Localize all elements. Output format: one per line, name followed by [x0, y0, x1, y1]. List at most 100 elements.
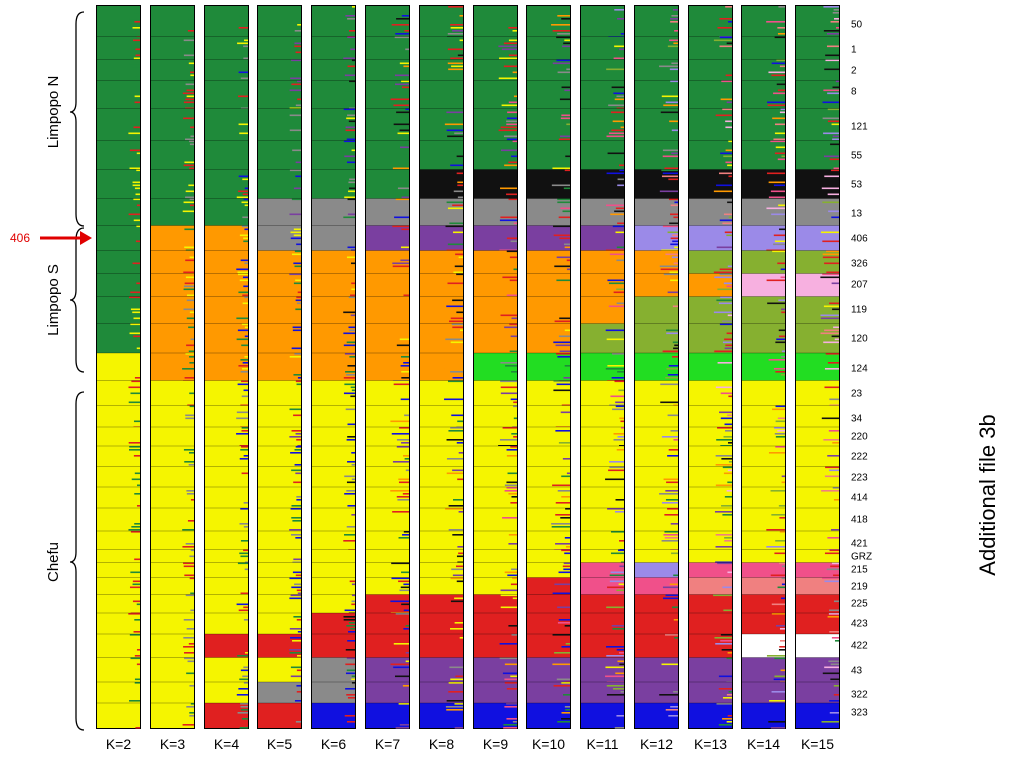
population-block: [796, 531, 839, 550]
admixture-strip: [136, 484, 140, 487]
population-block: [796, 323, 839, 353]
admixture-strip: [766, 207, 785, 210]
admixture-strip: [825, 59, 839, 62]
population-block: [474, 198, 517, 226]
k-panel-6: [311, 5, 356, 729]
admixture-strip: [775, 341, 785, 344]
admixture-strip: [509, 323, 517, 326]
admixture-strip: [662, 350, 678, 353]
admixture-strip: [452, 469, 463, 472]
population-label: 326: [851, 259, 868, 270]
admixture-strip: [616, 589, 624, 592]
population-block: [420, 657, 463, 682]
admixture-strip: [773, 243, 785, 246]
admixture-strip: [448, 682, 463, 684]
admixture-strip: [823, 305, 839, 308]
admixture-strip: [188, 9, 194, 11]
admixture-strip: [509, 279, 517, 282]
admixture-strip: [613, 57, 624, 60]
admixture-strip: [611, 129, 624, 132]
admixture-strip: [449, 320, 463, 323]
admixture-strip: [726, 332, 732, 335]
admixture-strip: [666, 332, 678, 335]
admixture-strip: [243, 45, 248, 48]
admixture-strip: [553, 234, 570, 237]
admixture-strip: [129, 700, 140, 702]
population-block: [742, 446, 785, 467]
admixture-strip: [296, 455, 301, 457]
k-panel-2: [96, 5, 141, 729]
population-block: [796, 562, 839, 578]
admixture-strip: [350, 294, 355, 297]
admixture-strip: [454, 374, 463, 376]
population-block: [366, 508, 409, 531]
population-block: [635, 198, 678, 226]
admixture-strip: [775, 446, 785, 448]
admixture-strip: [454, 265, 463, 268]
population-block: [635, 613, 678, 634]
admixture-strip: [511, 155, 517, 158]
admixture-strip: [778, 649, 785, 651]
admixture-strip: [552, 62, 570, 65]
admixture-strip: [184, 657, 194, 660]
admixture-strip: [458, 452, 463, 454]
admixture-strip: [554, 583, 570, 586]
admixture-strip: [617, 549, 624, 552]
admixture-strip: [133, 549, 140, 552]
admixture-strip: [606, 685, 624, 687]
admixture-strip: [560, 207, 570, 210]
admixture-strip: [616, 649, 624, 651]
admixture-strip: [344, 74, 355, 77]
admixture-strip: [295, 175, 301, 178]
admixture-strip: [771, 213, 785, 216]
population-block: [689, 80, 732, 109]
population-block: [796, 446, 839, 467]
admixture-strip: [721, 458, 732, 460]
admixture-strip: [395, 169, 409, 172]
admixture-strip: [779, 628, 785, 630]
population-block: [474, 296, 517, 324]
population-block: [312, 169, 355, 199]
admixture-strip: [404, 543, 409, 545]
admixture-strip: [238, 365, 248, 367]
admixture-strip: [289, 628, 301, 630]
admixture-strip: [558, 619, 570, 621]
admixture-strip: [188, 169, 194, 172]
admixture-strip: [294, 423, 301, 426]
admixture-strip: [294, 250, 301, 253]
population-block: [742, 562, 785, 578]
admixture-strip: [662, 83, 678, 86]
group-brace: [69, 11, 85, 227]
admixture-strip: [349, 80, 355, 83]
admixture-strip: [715, 455, 732, 457]
admixture-strip: [244, 204, 248, 207]
admixture-strip: [238, 190, 248, 193]
admixture-strip: [136, 225, 140, 228]
admixture-strip: [238, 609, 248, 612]
population-block: [635, 562, 678, 578]
admixture-strip: [673, 216, 678, 219]
admixture-strip: [563, 568, 570, 571]
admixture-strip: [609, 253, 624, 256]
admixture-strip: [393, 643, 409, 645]
population-block: [151, 549, 194, 563]
admixture-strip: [242, 193, 248, 196]
population-block: [689, 353, 732, 381]
population-block: [258, 562, 301, 578]
admixture-strip: [136, 649, 140, 651]
admixture-strip: [770, 727, 785, 729]
admixture-strip: [133, 198, 140, 201]
admixture-strip: [452, 30, 463, 32]
admixture-strip: [724, 496, 732, 498]
admixture-strip: [616, 246, 624, 249]
admixture-strip: [552, 30, 570, 32]
admixture-strip: [559, 135, 570, 138]
admixture-strip: [136, 672, 140, 675]
admixture-strip: [720, 296, 732, 299]
admixture-strip: [456, 442, 463, 444]
population-block: [474, 549, 517, 563]
population-block: [97, 531, 140, 550]
admixture-strip: [715, 546, 732, 548]
population-block: [689, 59, 732, 81]
admixture-strip: [351, 282, 355, 285]
